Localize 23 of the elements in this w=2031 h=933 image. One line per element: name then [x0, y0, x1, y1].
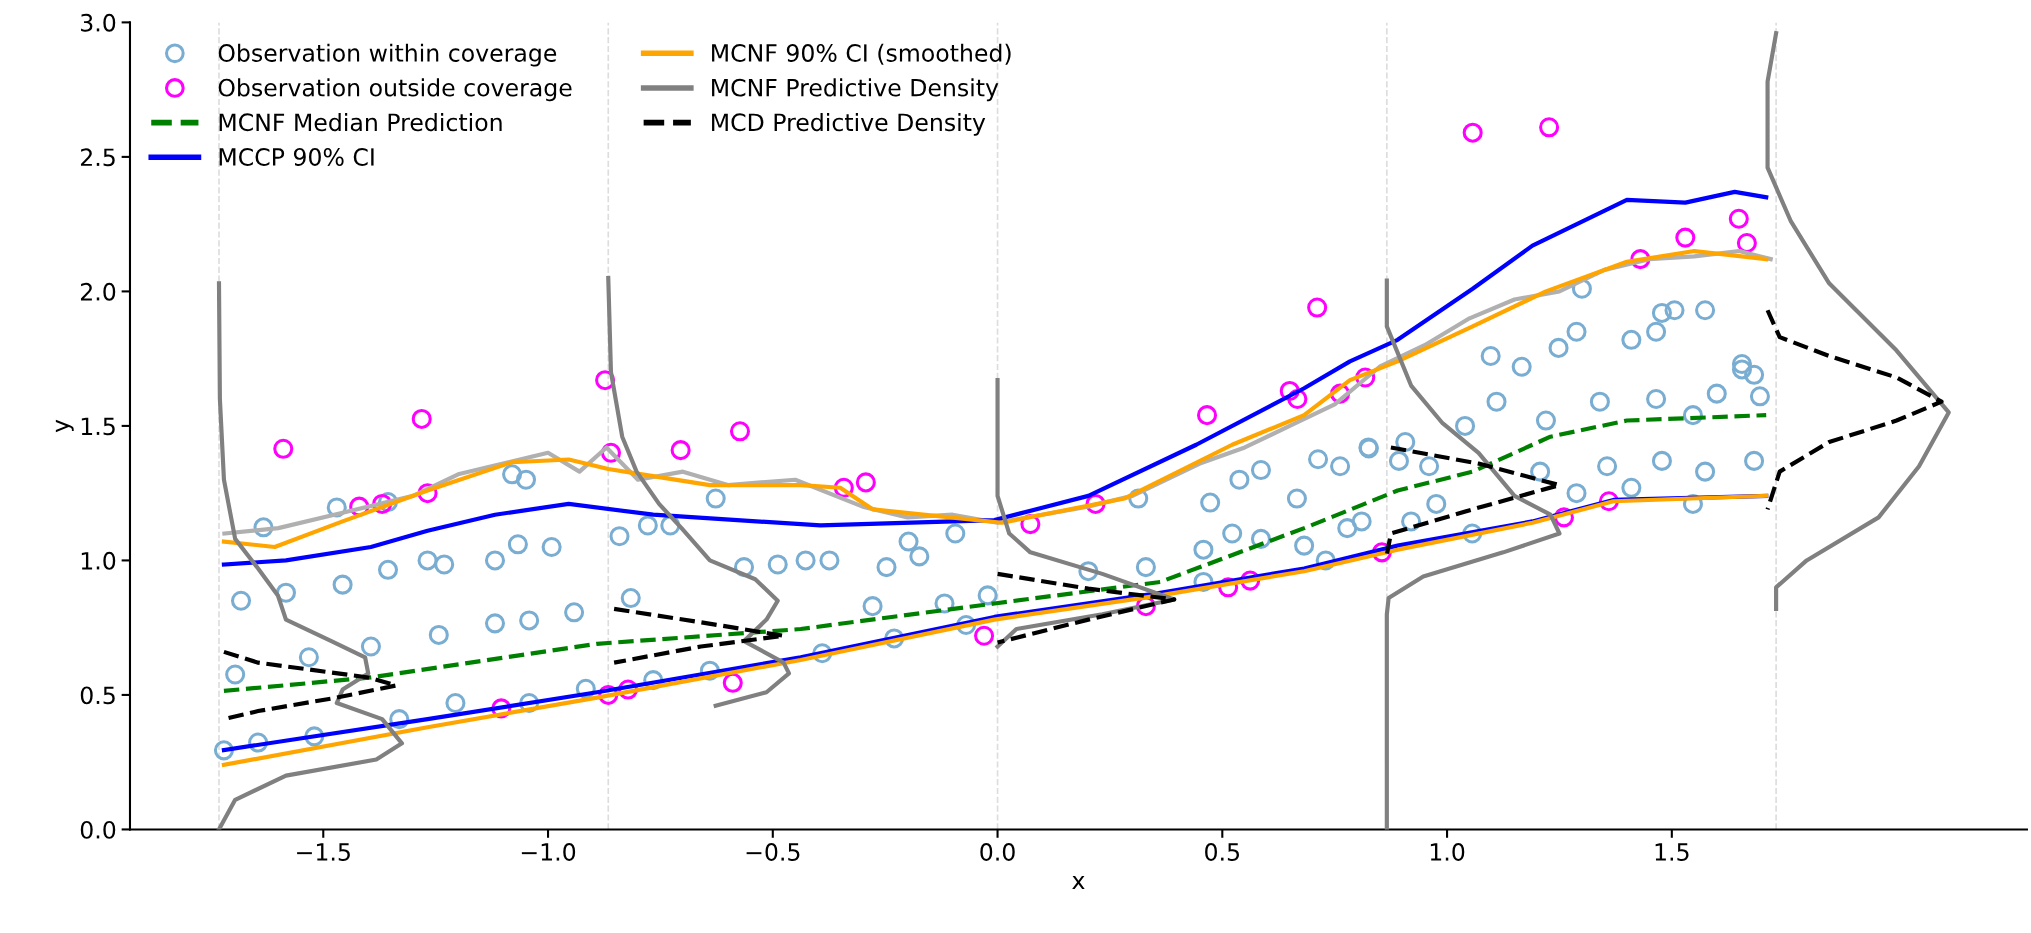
- x-axis-title: x: [1072, 876, 1085, 889]
- legend-label: Observation outside coverage: [218, 78, 572, 102]
- legend-label: MCNF Median Prediction: [219, 112, 502, 132]
- legend-label: MCD Predictive Density: [712, 112, 986, 136]
- x-tick-label: 1.0: [1430, 843, 1465, 861]
- y-tick-label: 0.0: [80, 820, 116, 839]
- y-tick-label: 0.5: [80, 686, 115, 705]
- legend-label: MCNF 90% CI (smoothed): [712, 43, 1011, 65]
- x-tick-label: −0.5: [746, 843, 800, 861]
- y-tick-label: 1.5: [81, 417, 115, 436]
- y-tick-label: 1.0: [81, 551, 116, 570]
- x-tick-label: 0.5: [1205, 843, 1240, 861]
- y-tick-label: 2.5: [80, 148, 115, 167]
- y-tick-label: 2.0: [80, 282, 116, 301]
- x-tick-label: −1.5: [297, 843, 350, 861]
- x-tick-label: −1.0: [521, 843, 576, 861]
- x-tick-label: 0.0: [980, 843, 1015, 861]
- legend-label: Observation within coverage: [218, 43, 557, 67]
- y-tick-label: 3.0: [81, 13, 116, 32]
- x-tick-label: 1.5: [1655, 843, 1689, 861]
- legend-label: MCCP 90% CI: [219, 148, 374, 166]
- y-axis-title: y: [55, 419, 74, 433]
- legend-label: MCNF Predictive Density: [712, 78, 999, 102]
